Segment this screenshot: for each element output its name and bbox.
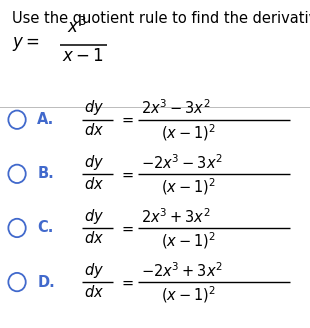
- Text: $dx$: $dx$: [84, 122, 104, 138]
- Text: $dx$: $dx$: [84, 284, 104, 300]
- Text: $(x-1)^2$: $(x-1)^2$: [161, 230, 216, 251]
- Text: $2x^3 + 3x^2$: $2x^3 + 3x^2$: [141, 207, 211, 226]
- Text: $=$: $=$: [119, 275, 135, 290]
- Text: $dy$: $dy$: [84, 207, 104, 226]
- Text: $(x-1)^2$: $(x-1)^2$: [161, 122, 216, 143]
- Text: $-2x^3 - 3x^2$: $-2x^3 - 3x^2$: [141, 153, 223, 172]
- Text: $dy$: $dy$: [84, 261, 104, 280]
- Text: $-2x^3 + 3x^2$: $-2x^3 + 3x^2$: [141, 261, 223, 280]
- Text: $=$: $=$: [119, 112, 135, 127]
- Text: B.: B.: [37, 166, 54, 181]
- Text: $(x-1)^2$: $(x-1)^2$: [161, 176, 216, 197]
- Text: $dy$: $dy$: [84, 98, 104, 117]
- Text: C.: C.: [37, 220, 54, 236]
- Text: $dy$: $dy$: [84, 153, 104, 172]
- Text: A.: A.: [37, 112, 55, 127]
- Text: $dx$: $dx$: [84, 176, 104, 192]
- Text: $x - 1$: $x - 1$: [62, 47, 104, 65]
- Text: $dx$: $dx$: [84, 230, 104, 246]
- Text: $(x-1)^2$: $(x-1)^2$: [161, 284, 216, 305]
- Text: $x^3$: $x^3$: [67, 17, 86, 37]
- Text: $y =$: $y =$: [12, 35, 40, 53]
- Text: $2x^3 - 3x^2$: $2x^3 - 3x^2$: [141, 99, 211, 117]
- Text: $=$: $=$: [119, 220, 135, 236]
- Text: Use the quotient rule to find the derivative.: Use the quotient rule to find the deriva…: [12, 11, 310, 27]
- Text: $=$: $=$: [119, 166, 135, 181]
- Text: D.: D.: [37, 275, 55, 290]
